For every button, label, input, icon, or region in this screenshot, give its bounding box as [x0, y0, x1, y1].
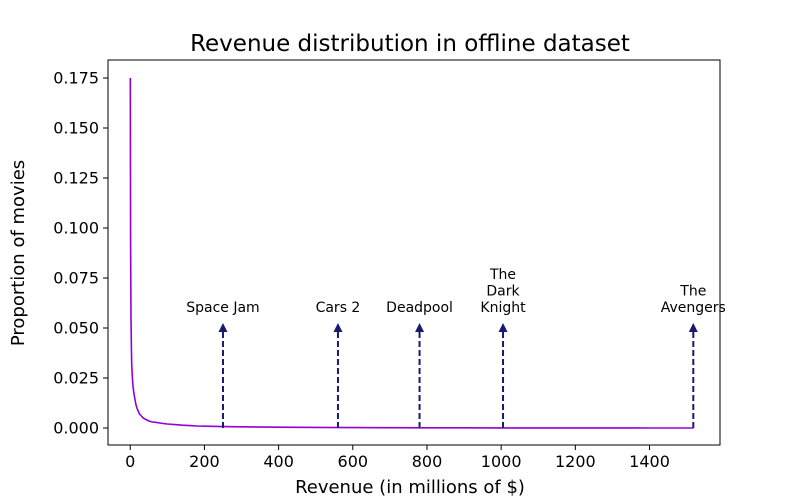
x-axis-label: Revenue (in millions of $) [295, 477, 525, 498]
annotation-arrowhead [498, 323, 508, 332]
annotation-label: Dark [486, 284, 520, 300]
annotation-label: Deadpool [386, 300, 453, 316]
plot-frame [107, 59, 721, 446]
y-tick-label: 0.100 [53, 219, 99, 238]
y-tick-label: 0.150 [53, 119, 99, 138]
x-tick-label: 400 [263, 452, 294, 471]
y-tick-label: 0.075 [53, 269, 99, 288]
y-tick-label: 0.125 [53, 169, 99, 188]
y-tick-label: 0.000 [53, 419, 99, 438]
x-tick-label: 0 [125, 452, 135, 471]
annotation-label: The [489, 267, 516, 283]
annotation-arrowhead [415, 323, 425, 332]
x-tick-label: 800 [412, 452, 443, 471]
annotation-label: The [679, 284, 706, 300]
x-tick-label: 1200 [555, 452, 596, 471]
chart-title: Revenue distribution in offline dataset [190, 31, 630, 57]
x-tick-label: 1400 [629, 452, 670, 471]
annotation-arrowhead [218, 323, 228, 332]
annotation-label: Avengers [661, 300, 726, 316]
annotation-arrowhead [333, 323, 343, 332]
y-axis-label: Proportion of movies [8, 160, 29, 346]
y-tick-label: 0.050 [53, 319, 99, 338]
x-tick-label: 200 [189, 452, 220, 471]
plot-area: 0 200 400 600 800 1000 1200 1400 0.000 0.025 0.050… [53, 59, 726, 471]
x-tick-label: 600 [338, 452, 369, 471]
annotation-label: Knight [480, 300, 526, 316]
annotation-arrowhead [688, 323, 698, 332]
series-line [129, 77, 694, 429]
y-tick-label: 0.175 [53, 69, 99, 88]
y-tick-label: 0.025 [53, 369, 99, 388]
annotation-label: Space Jam [186, 300, 259, 316]
annotation-label: Cars 2 [316, 300, 361, 316]
x-tick-label: 1000 [481, 452, 522, 471]
